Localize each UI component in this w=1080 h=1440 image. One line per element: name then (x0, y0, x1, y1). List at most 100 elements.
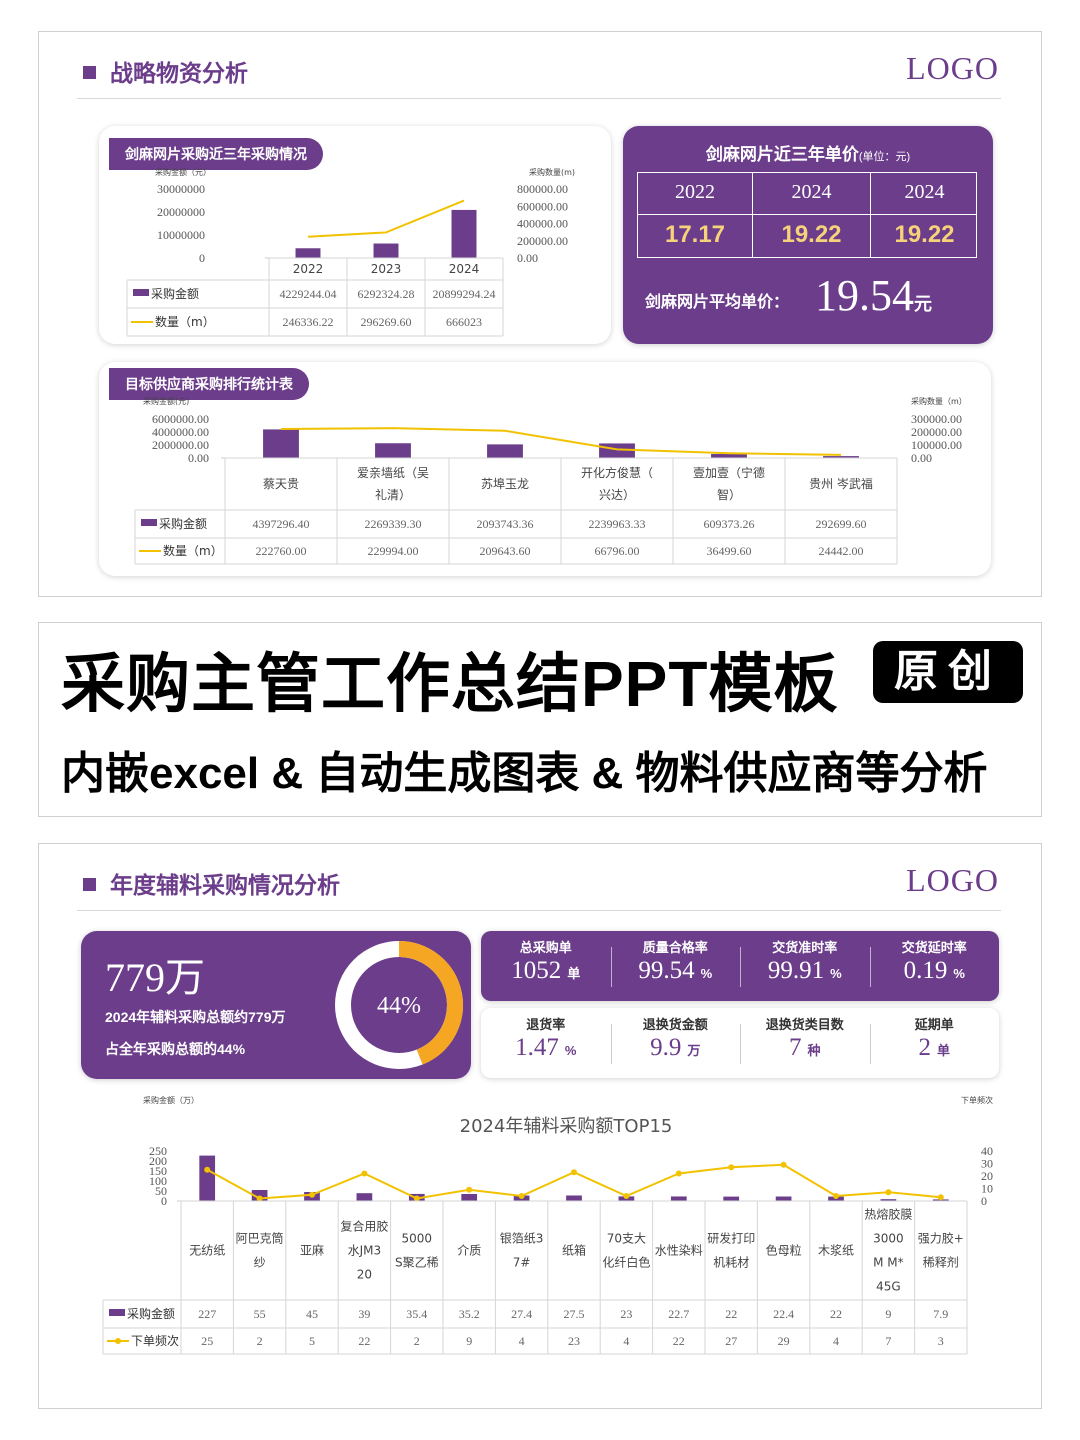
y-left-tick: 20000000 (157, 205, 205, 219)
kpi-divider (610, 947, 612, 987)
line-value-label: 666023 (446, 315, 482, 329)
logo: LOGO (906, 50, 999, 86)
line-point (466, 1186, 473, 1193)
legend-bar-label: 采购金额 (127, 1306, 175, 1321)
kpi-unit: % (564, 1043, 577, 1058)
bar (461, 1193, 478, 1201)
y-left-tick: 6000000.00 (152, 412, 209, 426)
total-amount: 779万 (105, 955, 205, 1000)
bar (375, 443, 411, 458)
category-label: 贵州 岑武福 (809, 476, 873, 491)
line-value-label: 4 (623, 1334, 629, 1348)
bar (295, 248, 321, 258)
y-axis-right-label: 下单频次 (961, 1095, 993, 1105)
kpi-divider (610, 1024, 612, 1064)
bar-value-label: 55 (254, 1307, 266, 1321)
line-value-label: 229994.00 (368, 544, 419, 558)
bar-value-label: 23 (620, 1307, 632, 1321)
kpi-number: 99.54 (638, 957, 695, 984)
bar-value-label: 22 (830, 1307, 842, 1321)
logo: LOGO (906, 862, 999, 898)
category-label: 热熔胶膜 3000 M M* 45G (864, 1207, 912, 1294)
line-value-label: 4 (519, 1334, 525, 1348)
category-label: 介质 (457, 1244, 481, 1258)
chart-card-suppliers: 目标供应商采购排行统计表 采购金额(元) 采购数量（m） 6000000.00 400… (99, 362, 991, 576)
title-square-icon (83, 66, 96, 79)
banner-title: 采购主管工作总结PPT模板 (61, 648, 839, 720)
bar (263, 429, 299, 458)
legend-bar-swatch (141, 519, 157, 526)
kpi-label: 退货率 (526, 1017, 566, 1032)
avg-price-label: 剑麻网片平均单价： (645, 294, 790, 311)
line-value-label: 22 (358, 1334, 370, 1348)
legend-bar-swatch (133, 289, 149, 296)
slide-title: 战略物资分析 (83, 54, 248, 88)
y-left-tick: 200 (149, 1154, 167, 1168)
kpi-label: 总采购单 (519, 940, 572, 955)
y-left-tick: 30000000 (157, 182, 205, 196)
y-left-tick: 150 (149, 1164, 167, 1178)
bar-value-label: 4397296.40 (253, 517, 310, 531)
kpi-unit: 单 (567, 966, 581, 981)
supplier-chart: 采购金额(元) 采购数量（m）6000000.004000000.00200000… (134, 396, 967, 565)
y-right-tick: 40 (981, 1144, 993, 1158)
y-left-tick: 250 (149, 1144, 167, 1158)
line-point (256, 1195, 263, 1202)
kpi-value: 1052 单 (481, 957, 611, 985)
bar (711, 454, 747, 458)
line-value-label: 7 (885, 1334, 891, 1348)
bar-value-label: 22.4 (773, 1307, 794, 1321)
line-value-label: 296269.60 (361, 315, 412, 329)
bar (373, 243, 399, 258)
kpi-value: 1.47% (481, 1034, 611, 1062)
category-label: 研发打印机耗材 (707, 1231, 755, 1270)
bar (199, 1155, 216, 1201)
category-label: 纸箱 (562, 1243, 586, 1258)
summary-card: 779万 2024年辅料采购总额约779万 占全年采购总额的44% 44% (81, 931, 471, 1079)
bar (823, 456, 859, 458)
y-axis-left-label: 采购金额(元) (143, 396, 189, 406)
kpi-value: 0.19% (870, 957, 1000, 985)
y-right-tick: 800000.00 (517, 182, 568, 196)
kpi-label: 延期单 (914, 1017, 954, 1032)
category-label: 阿巴克筒纱 (236, 1231, 284, 1270)
category-label: 强力胶+稀释剂 (918, 1231, 964, 1270)
chart-label-pill: 剑麻网片采购近三年采购情况 (109, 138, 323, 170)
bar-value-label: 6292324.28 (358, 287, 415, 301)
kpi-number: 9.9 (650, 1034, 682, 1061)
y-left-tick: 50 (155, 1184, 167, 1198)
unit-price-card: 剑麻网片近三年单价(单位：元) 2022 2024 2024 17.17 19.22 19… (623, 126, 993, 344)
line-point (885, 1189, 892, 1196)
share-donut: 44% (335, 941, 463, 1069)
series-line (307, 199, 465, 238)
kpi-number: 1052 (511, 957, 562, 984)
kpi-unit: % (700, 966, 713, 981)
chart-card-sisal: 剑麻网片采购近三年采购情况 采购金额（元） 采购数量(m) 30000000 2000… (99, 126, 611, 344)
price-value: 19.22 (894, 221, 955, 248)
category-label: 木浆纸 (818, 1243, 854, 1258)
category-label: 色母粒 (766, 1243, 802, 1258)
line-value-label: 209643.60 (480, 544, 531, 558)
kpi-label: 交货延时率 (901, 940, 967, 955)
kpi-label: 质量合格率 (642, 940, 708, 955)
price-value: 19.22 (781, 221, 842, 248)
y-axis-right-label: 采购数量（m） (911, 396, 967, 406)
kpi-value: 99.54% (611, 957, 741, 985)
bar-value-label: 35.2 (459, 1307, 480, 1321)
line-point (780, 1161, 787, 1168)
category-label: 银箔纸3 7# (500, 1231, 544, 1270)
slide-title: 年度辅料采购情况分析 (83, 866, 340, 900)
category-label: 开化方俊慧（兴达） (581, 465, 653, 502)
kpi-number: 99.91 (767, 957, 825, 984)
bar-value-label: 9 (885, 1307, 891, 1321)
y-right-tick: 300000.00 (911, 412, 962, 426)
line-value-label: 2 (257, 1334, 263, 1348)
line-value-label: 66796.00 (595, 544, 640, 558)
line-point (361, 1170, 368, 1177)
category-label: 70支大化纤白色 (602, 1232, 650, 1270)
kpi-value: 9.9 万 (611, 1034, 741, 1062)
kpi-row-top: 总采购单 1052 单 质量合格率 99.54% 交货准时率 99.91% 交货延时率 0.19… (481, 931, 999, 1001)
y-left-tick: 100 (149, 1174, 167, 1188)
category-label: 2022 (293, 262, 324, 276)
